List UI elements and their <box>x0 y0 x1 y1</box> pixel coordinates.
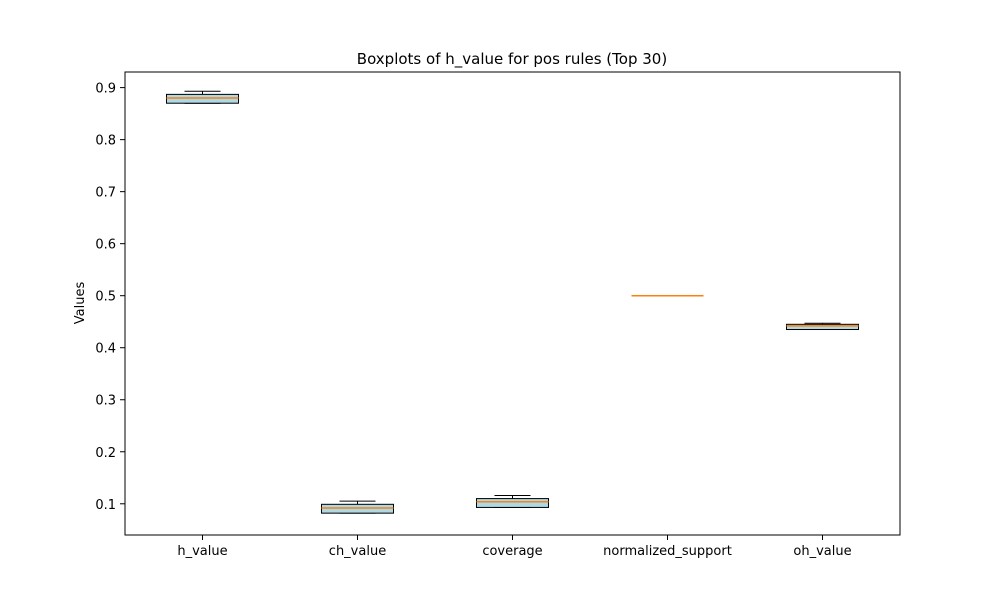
y-tick-label: 0.5 <box>95 290 116 305</box>
y-axis-label: Values <box>73 282 88 325</box>
x-tick-label: normalized_support <box>603 544 732 559</box>
x-tick-label: ch_value <box>329 544 386 559</box>
y-tick-label: 0.8 <box>95 134 116 149</box>
y-tick-label: 0.1 <box>95 498 116 513</box>
box-coverage <box>476 498 549 508</box>
plot-frame <box>124 71 901 536</box>
x-tick-label: coverage <box>482 544 542 559</box>
plot-area: 0.1 0.2 0.3 0.4 0.5 0.6 0.7 0.8 0.9 h_value ch_val… <box>95 71 901 559</box>
y-tick-label: 0.3 <box>95 394 116 409</box>
y-tick-label: 0.7 <box>95 186 116 201</box>
chart-title: Boxplots of h_value for pos rules (Top 3… <box>357 50 667 69</box>
y-tick-label: 0.2 <box>95 446 116 461</box>
box-oh_value <box>786 323 859 331</box>
y-tick-label: 0.4 <box>95 342 116 357</box>
box-h_value <box>166 93 239 104</box>
x-tick-label: oh_value <box>793 544 851 559</box>
y-tick-label: 0.6 <box>95 238 116 253</box>
box-ch_value <box>321 503 394 514</box>
x-tick-label: h_value <box>177 544 227 559</box>
y-tick-label: 0.9 <box>95 82 116 97</box>
